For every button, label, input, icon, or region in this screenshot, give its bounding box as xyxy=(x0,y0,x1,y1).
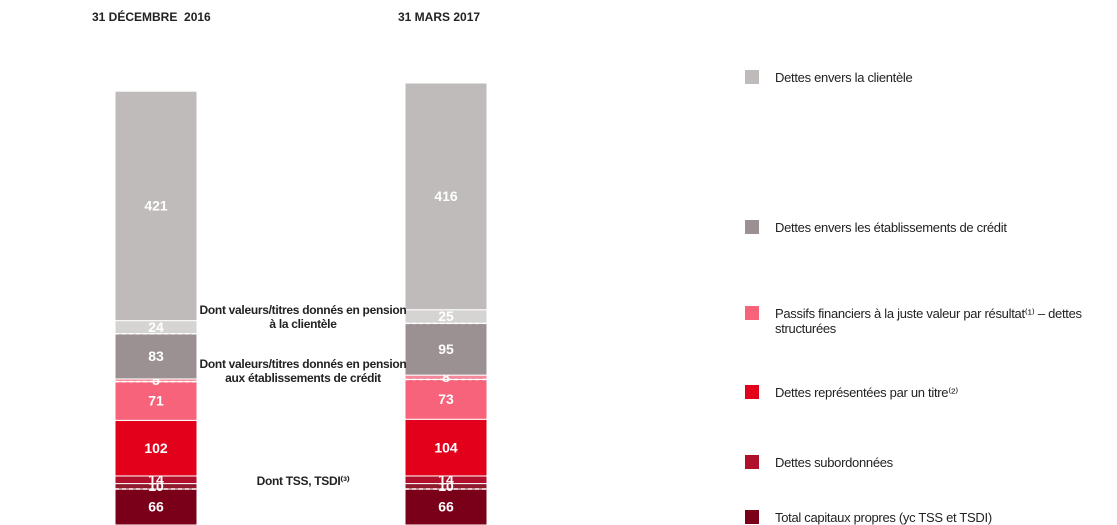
value-label: 71 xyxy=(148,393,164,409)
value-label: 66 xyxy=(438,499,454,515)
legend-swatch xyxy=(745,306,759,320)
legend-label: Total capitaux propres (yc TSS et TSDI) xyxy=(775,510,992,525)
legend-label: Passifs financiers à la juste valeur par… xyxy=(775,306,1082,336)
bar-segment xyxy=(114,333,198,380)
legend-swatch xyxy=(745,220,759,234)
value-label: 24 xyxy=(148,319,164,335)
legend-label: Dettes envers les établissements de créd… xyxy=(775,220,1007,235)
legend-label: Dettes envers la clientèle xyxy=(775,70,913,85)
detail-label: Dont TSS, TSDI⁽³⁾ xyxy=(256,474,350,489)
bar-segment xyxy=(114,419,198,477)
bar-segment xyxy=(404,322,488,376)
value-label: 66 xyxy=(148,499,164,515)
value-label: 8 xyxy=(442,369,450,385)
value-label: 95 xyxy=(438,341,454,357)
value-label: 73 xyxy=(438,391,454,407)
value-label: 5 xyxy=(152,372,160,388)
legend-label: Dettes représentées par un titre⁽²⁾ xyxy=(775,385,959,400)
value-label: 83 xyxy=(148,348,164,364)
value-label: 104 xyxy=(434,439,458,455)
legend-swatch xyxy=(745,455,759,469)
legend-swatch xyxy=(745,510,759,524)
bar-segment xyxy=(114,488,198,525)
category-label: 31 MARS 2017 xyxy=(398,10,481,24)
value-label: 421 xyxy=(144,198,168,214)
detail-label: Dont valeurs/titres donnés en pension au… xyxy=(199,356,407,385)
legend-swatch xyxy=(745,70,759,84)
legend-swatch xyxy=(745,385,759,399)
category-label: 31 DÉCEMBRE 2016 xyxy=(92,10,211,24)
legend-label: Dettes subordonnées xyxy=(775,455,893,470)
bar-segment xyxy=(404,418,488,477)
bar-segment xyxy=(114,381,198,421)
value-label: 102 xyxy=(144,440,168,456)
value-label: 416 xyxy=(434,188,458,204)
bar-segment xyxy=(404,378,488,420)
value-label: 25 xyxy=(438,308,454,324)
bar-segment xyxy=(404,82,488,311)
bar-segment xyxy=(114,90,198,322)
detail-label: Dont valeurs/titres donnés en pension à … xyxy=(199,303,407,332)
